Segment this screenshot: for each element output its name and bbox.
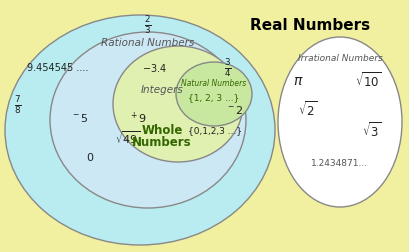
Text: Rational Numbers: Rational Numbers <box>101 38 195 48</box>
Text: $^-5$: $^-5$ <box>71 112 89 123</box>
Ellipse shape <box>113 47 243 162</box>
Ellipse shape <box>5 16 275 245</box>
Text: Natural Numbers: Natural Numbers <box>181 78 247 87</box>
Text: $-3.4$: $-3.4$ <box>142 62 168 74</box>
Text: $\sqrt{49}$: $\sqrt{49}$ <box>115 129 140 146</box>
Text: $^+9$: $^+9$ <box>129 110 147 125</box>
Text: $\frac{2}{3}$: $\frac{2}{3}$ <box>144 14 152 36</box>
Text: 9.454545 ....: 9.454545 .... <box>27 63 89 73</box>
Text: $\sqrt{10}$: $\sqrt{10}$ <box>355 71 381 90</box>
Text: $\sqrt{2}$: $\sqrt{2}$ <box>298 100 318 119</box>
Text: Integers: Integers <box>141 85 183 94</box>
Ellipse shape <box>278 38 402 207</box>
Text: Whole: Whole <box>142 124 183 137</box>
Text: $\frac{3}{4}$: $\frac{3}{4}$ <box>224 57 232 79</box>
Text: $^-2$: $^-2$ <box>226 104 244 115</box>
Text: Numbers: Numbers <box>132 136 192 149</box>
Text: {0,1,2,3 ...}: {0,1,2,3 ...} <box>188 126 242 135</box>
Text: 0: 0 <box>86 152 94 162</box>
Text: 1.2434871...: 1.2434871... <box>311 158 369 167</box>
Ellipse shape <box>50 33 246 208</box>
Text: {1, 2, 3 ...}: {1, 2, 3 ...} <box>188 93 240 102</box>
Text: Irrational Numbers: Irrational Numbers <box>298 53 382 62</box>
Ellipse shape <box>176 63 252 127</box>
Text: $\frac{7}{8}$: $\frac{7}{8}$ <box>14 94 22 115</box>
Text: $\sqrt{3}$: $\sqrt{3}$ <box>362 121 382 140</box>
Text: $\pi$: $\pi$ <box>293 74 303 88</box>
Text: Real Numbers: Real Numbers <box>250 17 370 32</box>
